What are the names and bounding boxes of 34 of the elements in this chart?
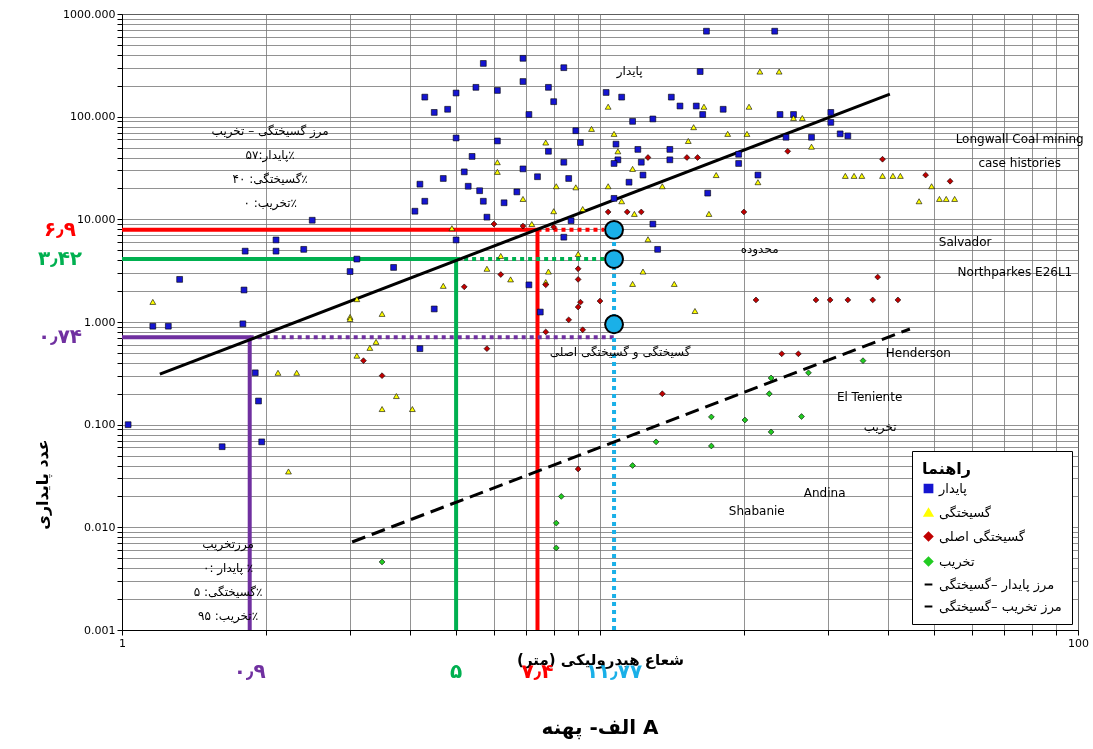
legend-label: پایدار bbox=[938, 480, 968, 497]
y-tick-label: 0.100 bbox=[84, 418, 116, 432]
y-tick-label: 1.000 bbox=[84, 315, 116, 329]
annotation: مرز گسیختگی – تخریب پایدار:۵۷٪ گسیختگی: ۴۰٪ تخریب: ۰٪ bbox=[211, 124, 329, 212]
annotation: Shabanie bbox=[728, 504, 785, 519]
annotation: ۰٫۷۴ bbox=[37, 324, 83, 349]
x-tick-label: 1 bbox=[119, 636, 126, 650]
y-tick-label: 100.000 bbox=[70, 110, 116, 124]
y-tick-label: 10.000 bbox=[77, 212, 116, 226]
annotation: گسیختگی و گسیختگی اصلی bbox=[549, 345, 691, 361]
legend-label: تخریب bbox=[939, 553, 975, 570]
annotation: Northparkes E26L1 bbox=[957, 265, 1073, 280]
annotation: Salvador bbox=[938, 234, 992, 249]
y-axis-title: عدد پایداری bbox=[33, 439, 54, 530]
annotation: El Teniente bbox=[836, 390, 903, 405]
y-tick-label: 1000.000 bbox=[63, 7, 116, 21]
text: الف- پهنه A bbox=[541, 715, 659, 740]
legend-title: راهنما bbox=[922, 459, 972, 478]
legend-label: مرز تخریب –گسیختگی bbox=[939, 598, 1062, 615]
x-tick-label: 100 bbox=[1068, 636, 1089, 650]
legend-label: گسیختگی اصلی bbox=[939, 528, 1026, 544]
annotation: محدوده bbox=[740, 241, 779, 257]
annotation: Henderson bbox=[885, 345, 951, 360]
y-tick-label: 0.010 bbox=[84, 520, 116, 534]
annotation: ۶٫۹ bbox=[44, 216, 76, 241]
annotation: تخریب bbox=[863, 419, 897, 435]
legend-label: گسیختگی bbox=[939, 504, 992, 520]
y-tick-label: 0.001 bbox=[84, 623, 116, 637]
annotation: پایدار bbox=[615, 64, 643, 80]
annotation: ۳٫۴۲ bbox=[37, 246, 83, 271]
annotation: ۵ bbox=[450, 659, 463, 683]
annotation: ۰٫۹ bbox=[233, 659, 266, 683]
annotation: Andina bbox=[803, 486, 846, 501]
legend-label: مرز پایدار –گسیختگی bbox=[939, 576, 1055, 593]
